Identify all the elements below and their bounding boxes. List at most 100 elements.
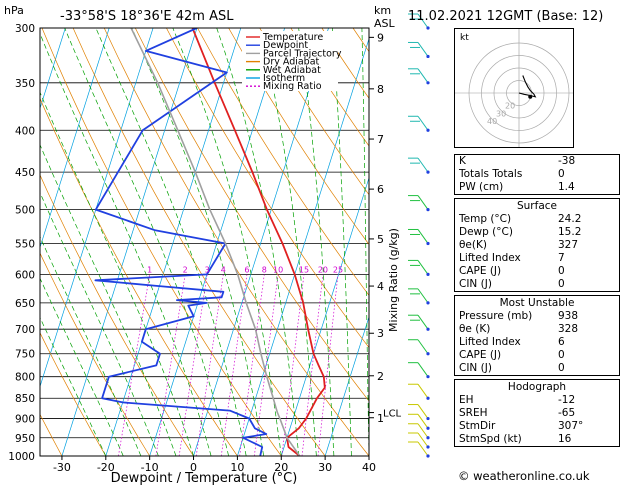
lcl-label: LCL	[383, 409, 402, 420]
wet-adiabat-line	[332, 28, 352, 456]
pressure-tick-label: 450	[15, 167, 35, 179]
km-tick-label: 7	[377, 133, 384, 146]
hpa-label: hPa	[4, 4, 24, 17]
wet-adiabat-line	[40, 91, 194, 456]
index-label: θe(K)	[459, 239, 487, 251]
mixing-ratio-label: 25	[333, 265, 343, 274]
legend-label: Dry Adiabat	[263, 57, 320, 68]
wind-barb-staff	[417, 13, 429, 29]
unstable-title: Most Unstable	[499, 297, 575, 309]
isotherm-line	[237, 37, 369, 456]
index-value: -65	[558, 407, 576, 419]
mixing-ratio-label: 10	[273, 265, 283, 274]
km-label: km	[374, 4, 391, 17]
mixing-ratio-line	[281, 274, 305, 456]
index-label: Lifted Index	[459, 336, 521, 348]
pressure-tick-label: 650	[15, 298, 35, 310]
wind-barb-dot	[426, 352, 430, 356]
wind-barb-dot	[426, 301, 430, 305]
km-tick-label: 3	[377, 327, 384, 340]
wind-barb-staff	[417, 260, 429, 275]
index-label: CIN (J)	[459, 362, 492, 374]
hodograph-trace	[518, 75, 537, 99]
indices-panel: K -38 Totals Totals 0 PW (cm) 1.4 Surface Tem…	[454, 154, 620, 450]
temp-tick-label: 10	[230, 461, 244, 474]
mixing-ratio-label: 8	[262, 265, 267, 274]
datetime-title: 11.02.2021 12GMT (Base: 12)	[408, 9, 603, 24]
wet-adiabat-line	[40, 235, 142, 456]
index-row: StmSpd (kt) 16	[455, 433, 619, 446]
hodograph-ring	[481, 55, 557, 131]
series-line-parcel-trajectory	[130, 28, 301, 456]
wet-adiabat-line	[172, 28, 282, 456]
legend-label: Isotherm	[263, 73, 305, 84]
wet-adiabat-line	[64, 28, 229, 456]
dry-adiabat-line	[166, 28, 369, 349]
mixing-ratio-line	[239, 274, 265, 456]
wind-barb-staff	[417, 339, 429, 355]
wind-barb-dot	[426, 454, 430, 458]
index-row: PW (cm) 1.4	[455, 181, 619, 194]
mixing-ratio-line	[317, 274, 339, 456]
index-row: EH -12	[455, 394, 619, 407]
index-label: Dewp (°C)	[459, 226, 513, 238]
wet-adiabat-line	[216, 28, 300, 456]
wind-barb-dot	[426, 272, 430, 277]
index-row: K -38	[455, 155, 619, 168]
isotherm-line	[105, 28, 242, 456]
index-label: θe (K)	[459, 323, 491, 335]
index-label: SREH	[459, 407, 488, 419]
index-row: CAPE (J) 0	[455, 265, 619, 278]
mixing-ratio-label: 15	[299, 265, 309, 274]
km-tick-label: 2	[377, 370, 384, 383]
dry-adiabat-line	[259, 28, 369, 196]
isotherm-line	[40, 28, 110, 249]
wind-barb-dot	[426, 426, 430, 430]
legend-label: Parcel Trajectory	[263, 48, 342, 59]
wind-barb-dot	[426, 170, 430, 174]
mixing-ratio-line	[220, 274, 248, 456]
index-label: CAPE (J)	[459, 349, 502, 361]
mixing-ratio-label: 20	[318, 265, 328, 274]
legend-label: Mixing Ratio	[263, 81, 322, 92]
km-tick-label: 6	[377, 183, 384, 196]
isotherm-line	[61, 28, 198, 456]
pressure-tick-label: 500	[15, 205, 35, 217]
wind-barb-dot	[426, 81, 430, 85]
index-value: 15.2	[558, 226, 582, 238]
index-row: Dewp (°C) 15.2	[455, 226, 619, 239]
hodograph-ring-label: 30	[496, 109, 506, 118]
chart-grid	[40, 28, 369, 456]
hodograph-panel: kt 20 30 40	[454, 28, 574, 148]
index-row: CAPE (J) 0	[455, 349, 619, 362]
mixing-ratio-line	[253, 274, 279, 456]
mixing-ratio-label: 2	[183, 265, 188, 274]
pressure-tick-label: 350	[15, 78, 35, 90]
index-label: K	[459, 155, 466, 167]
hodograph-ring	[506, 80, 532, 106]
index-row: Totals Totals 0	[455, 168, 619, 181]
index-value: 0	[558, 168, 565, 180]
km-tick-label: 5	[377, 233, 384, 246]
wind-barb-dot	[426, 128, 430, 132]
wind-barb-staff	[417, 157, 429, 173]
temp-tick-label: -20	[97, 461, 115, 474]
wind-barb-dot	[426, 416, 430, 421]
index-row: Pressure (mb) 938	[455, 310, 619, 323]
mixing-ratio-line	[155, 274, 186, 456]
index-row: StmDir 307°	[455, 420, 619, 433]
mixing-ratio-line	[301, 274, 324, 456]
dry-adiabat-line	[40, 97, 238, 456]
index-row: CIN (J) 0	[455, 362, 619, 375]
pressure-tick-label: 750	[15, 349, 35, 361]
dry-adiabat-line	[103, 28, 369, 456]
dry-adiabat-line	[40, 332, 107, 456]
pressure-tick-label: 900	[15, 414, 35, 426]
pressure-tick-label: 800	[15, 372, 35, 384]
indices-box-general: K -38 Totals Totals 0 PW (cm) 1.4	[454, 154, 620, 195]
legend-label: Dewpoint	[263, 40, 308, 51]
pressure-tick-label: 400	[15, 125, 35, 137]
index-label: Lifted Index	[459, 252, 521, 264]
index-value: 328	[558, 323, 579, 335]
isotherm-line	[280, 176, 369, 456]
